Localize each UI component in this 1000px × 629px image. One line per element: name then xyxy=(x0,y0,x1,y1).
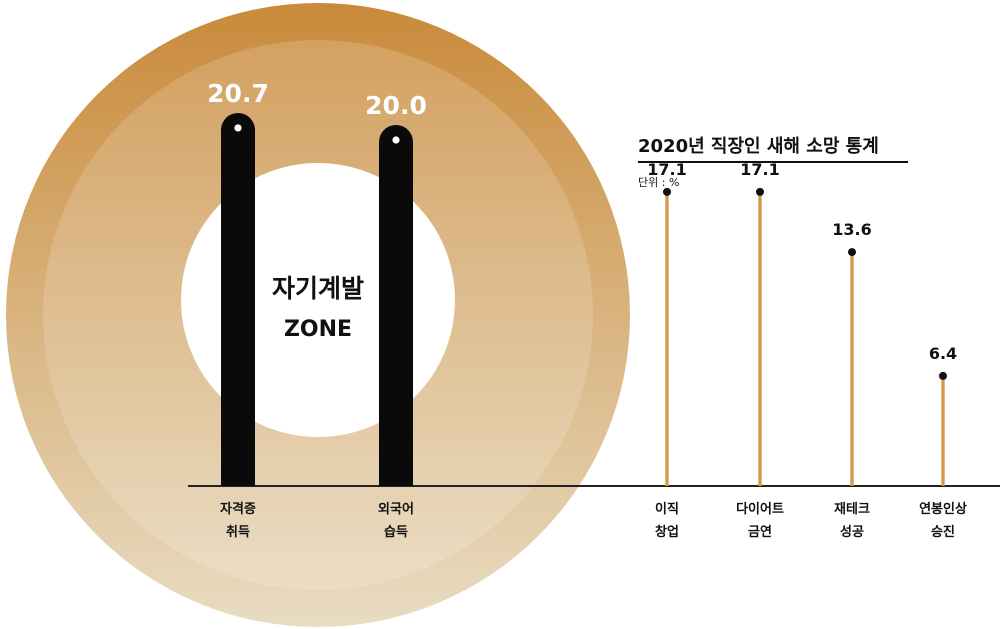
category-label-3-line-2: 창업 xyxy=(655,524,679,540)
bar-1 xyxy=(221,112,255,487)
chart-title-group: 2020년 직장인 새해 소망 통계 단위 : % xyxy=(638,136,908,189)
decor-ring xyxy=(6,3,630,627)
category-label-2-line-1: 외국어 xyxy=(378,501,414,517)
category-label-5-line-2: 성공 xyxy=(840,525,864,540)
category-label-5-line-1: 재테크 xyxy=(834,502,870,517)
zone-label: 자기계발 ZONE xyxy=(272,274,364,342)
bar-base-2 xyxy=(379,452,413,486)
point-5 xyxy=(848,248,856,257)
bar-dot-2 xyxy=(392,136,400,144)
point-3 xyxy=(663,187,671,196)
category-label-4-line-1: 다이어트 xyxy=(736,501,784,517)
unit-label: 단위 : % xyxy=(638,176,679,189)
value-label-2: 20.0 xyxy=(365,91,427,120)
value-label-6: 6.4 xyxy=(929,344,957,363)
category-label-6-line-2: 승진 xyxy=(931,524,955,540)
category-label-1-line-2: 취득 xyxy=(226,524,250,540)
bar-base-1 xyxy=(221,452,255,486)
zone-label-line-2: ZONE xyxy=(284,317,352,342)
value-label-5: 13.6 xyxy=(832,220,871,239)
value-label-3: 17.1 xyxy=(647,160,686,179)
category-label-1-line-1: 자격증 xyxy=(220,502,256,517)
category-label-6-line-1: 연봉인상 xyxy=(919,501,967,517)
bar-2 xyxy=(379,125,413,486)
bar-dot-1 xyxy=(234,124,242,132)
category-label-2-line-2: 습득 xyxy=(384,525,408,540)
category-label-4-line-2: 금연 xyxy=(748,525,772,540)
point-4 xyxy=(756,187,764,196)
point-6 xyxy=(939,371,947,380)
category-label-3-line-1: 이직 xyxy=(655,501,679,517)
value-label-1: 20.7 xyxy=(207,79,269,108)
chart-title: 2020년 직장인 새해 소망 통계 xyxy=(638,136,879,157)
zone-label-line-1: 자기계발 xyxy=(272,274,364,303)
value-label-4: 17.1 xyxy=(740,160,779,179)
